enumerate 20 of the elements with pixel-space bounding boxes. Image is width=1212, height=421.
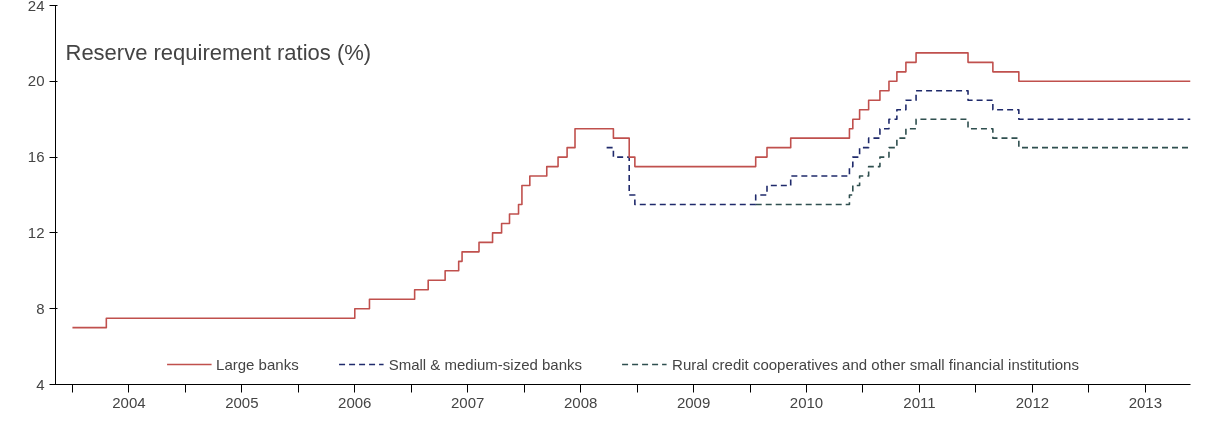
- x-tick-label: 2011: [903, 393, 936, 411]
- x-tick-label: 2005: [225, 393, 259, 411]
- x-tick-label: 2012: [1015, 393, 1050, 411]
- legend-label: Small & medium-sized banks: [388, 355, 583, 373]
- y-tick-label: 20: [27, 72, 45, 90]
- y-tick-label: 16: [27, 148, 45, 166]
- text: Reserve requirement ratios (%): [65, 39, 372, 65]
- legend-label: Rural credit cooperatives and other small financial institutions: [672, 355, 1079, 373]
- y-tick-label: 24: [27, 0, 45, 14]
- y-tick-label: 4: [36, 375, 45, 393]
- x-tick-label: 2013: [1128, 393, 1163, 411]
- y-tick-label: 12: [27, 223, 45, 241]
- x-tick-label: 2007: [451, 393, 485, 411]
- x-tick-label: 2008: [563, 393, 598, 411]
- x-tick-label: 2010: [789, 393, 824, 411]
- x-tick-label: 2004: [112, 393, 146, 411]
- x-tick-label: 2006: [338, 393, 372, 411]
- x-tick-label: 2009: [676, 393, 711, 411]
- legend-label: Large banks: [216, 355, 299, 373]
- y-tick-label: 8: [36, 299, 45, 317]
